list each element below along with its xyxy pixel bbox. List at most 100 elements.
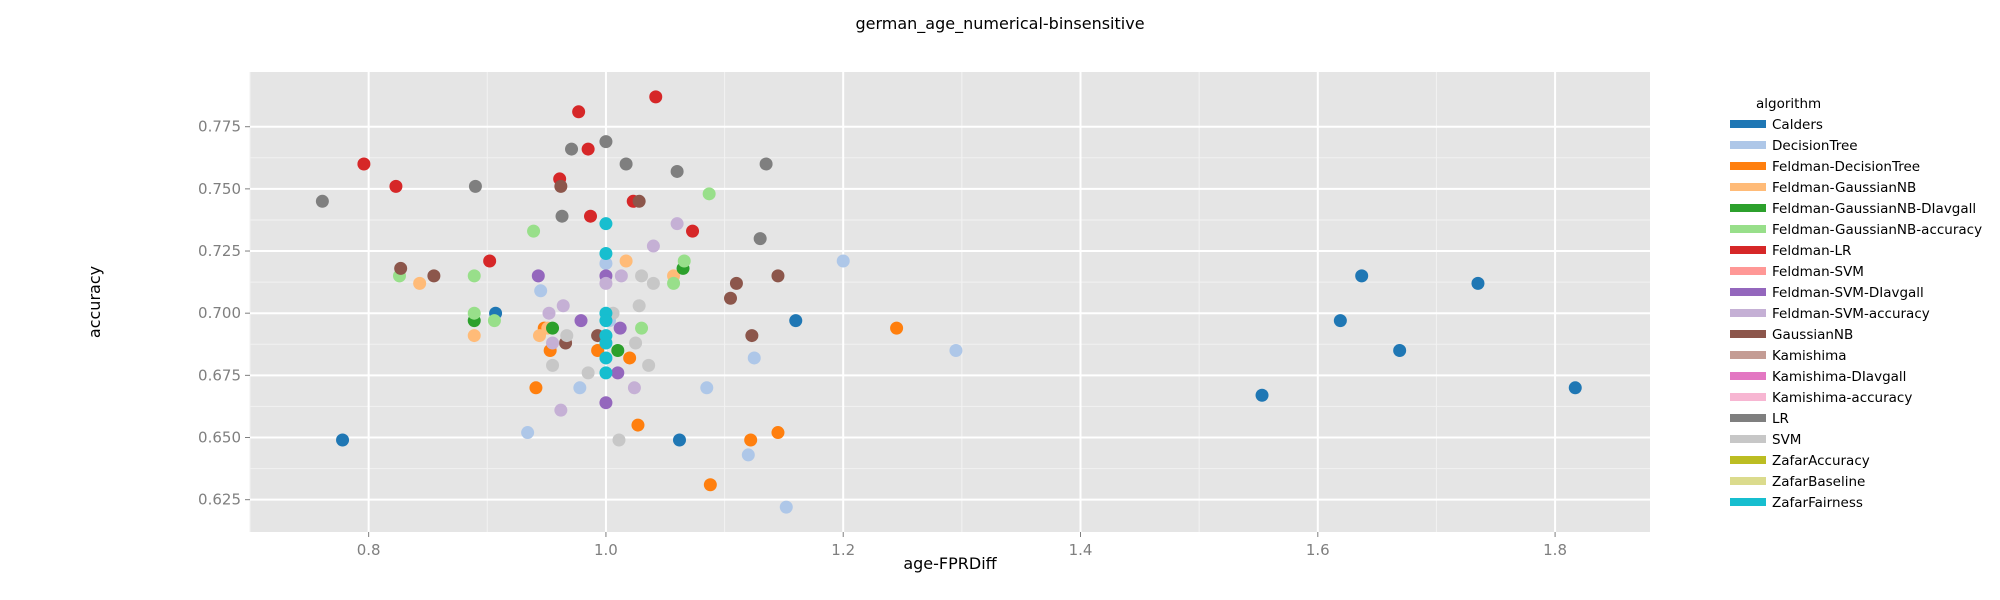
legend-label: Kamishima <box>1772 348 1847 364</box>
legend-label: DecisionTree <box>1772 138 1858 154</box>
legend-swatch <box>1730 414 1766 422</box>
legend-swatch <box>1730 141 1766 149</box>
legend-label: Feldman-GaussianNB-accuracy <box>1772 222 1982 238</box>
legend-label: Feldman-GaussianNB-DIavgall <box>1772 201 1976 217</box>
data-point <box>554 403 568 417</box>
data-point <box>753 232 767 246</box>
data-point <box>949 343 963 357</box>
data-point <box>413 276 427 290</box>
data-point <box>632 299 646 313</box>
data-point <box>646 276 660 290</box>
data-point <box>315 194 329 208</box>
data-point <box>759 157 773 171</box>
x-tick-label: 1.4 <box>1069 541 1093 559</box>
legend-swatch <box>1730 330 1766 338</box>
legend-label: Feldman-SVM-DIavgall <box>1772 285 1924 301</box>
y-tick-label: 0.775 <box>198 118 241 136</box>
data-point <box>702 187 716 201</box>
y-tick-label: 0.700 <box>198 304 241 322</box>
data-point <box>560 329 574 343</box>
data-point <box>1568 381 1582 395</box>
data-point <box>623 351 637 365</box>
x-tick-label: 1.6 <box>1306 541 1330 559</box>
data-point <box>1393 343 1407 357</box>
data-point <box>591 343 605 357</box>
grid-lines <box>249 72 1650 532</box>
data-point <box>677 254 691 268</box>
data-point <box>599 217 613 231</box>
data-point <box>581 142 595 156</box>
data-point <box>642 358 656 372</box>
data-point <box>627 381 641 395</box>
data-point <box>611 343 625 357</box>
data-point <box>745 329 759 343</box>
x-tick-label: 1.0 <box>594 541 618 559</box>
x-tick-label: 1.8 <box>1543 541 1567 559</box>
data-point <box>572 105 586 119</box>
data-point <box>703 478 717 492</box>
data-point <box>427 269 441 283</box>
data-point <box>771 269 785 283</box>
y-axis: 0.625 0.650 0.675 0.700 0.725 0.750 0.775 <box>198 118 250 509</box>
x-axis-title: age-FPRDiff <box>903 554 997 573</box>
data-point <box>584 209 598 223</box>
y-tick-label: 0.725 <box>198 242 241 260</box>
legend-label: Feldman-LR <box>1772 243 1851 259</box>
data-point <box>532 329 546 343</box>
legend-label: Calders <box>1772 117 1823 133</box>
y-tick-label: 0.750 <box>198 180 241 198</box>
legend-label: Feldman-GaussianNB <box>1772 180 1916 196</box>
data-point <box>527 224 541 238</box>
legend-swatch <box>1730 456 1766 464</box>
data-point <box>554 179 568 193</box>
data-point <box>546 358 560 372</box>
data-point <box>686 224 700 238</box>
legend-label: ZafarBaseline <box>1772 474 1865 490</box>
data-point <box>890 321 904 335</box>
data-point <box>672 433 686 447</box>
data-point <box>467 306 481 320</box>
data-point <box>614 269 628 283</box>
data-point <box>612 433 626 447</box>
legend-swatch <box>1730 120 1766 128</box>
legend-label: Feldman-DecisionTree <box>1772 159 1920 175</box>
legend-label: SVM <box>1772 432 1801 448</box>
data-point <box>573 381 587 395</box>
data-point <box>394 261 408 275</box>
legend-label: ZafarAccuracy <box>1772 453 1870 469</box>
data-point <box>521 426 535 440</box>
x-axis: 0.8 1.0 1.2 1.4 1.6 1.8 <box>357 532 1567 559</box>
data-point <box>599 396 613 410</box>
legend-label: Kamishima-accuracy <box>1772 390 1912 406</box>
legend-label: Feldman-SVM-accuracy <box>1772 306 1930 322</box>
legend-swatch <box>1730 204 1766 212</box>
data-point <box>779 500 793 514</box>
data-point <box>599 276 613 290</box>
data-point <box>613 321 627 335</box>
data-point <box>581 366 595 380</box>
data-point <box>646 239 660 253</box>
data-point <box>574 314 588 328</box>
y-tick-label: 0.675 <box>198 366 241 384</box>
data-point <box>670 217 684 231</box>
data-point <box>619 254 633 268</box>
data-point <box>529 381 543 395</box>
y-tick-label: 0.625 <box>198 491 241 509</box>
data-point <box>631 418 645 432</box>
y-tick-label: 0.650 <box>198 429 241 447</box>
legend-label: ZafarFairness <box>1772 495 1863 511</box>
legend: algorithm Calders DecisionTree Feldman-Dec… <box>1730 96 1982 511</box>
legend-swatch <box>1730 309 1766 317</box>
legend-swatch <box>1730 498 1766 506</box>
data-point <box>1471 276 1485 290</box>
data-point <box>724 291 738 305</box>
x-tick-label: 1.2 <box>831 541 855 559</box>
data-point <box>635 321 649 335</box>
data-point <box>599 366 613 380</box>
data-point <box>599 256 613 270</box>
data-point <box>357 157 371 171</box>
data-point <box>336 433 350 447</box>
legend-swatch <box>1730 372 1766 380</box>
legend-swatch <box>1730 225 1766 233</box>
